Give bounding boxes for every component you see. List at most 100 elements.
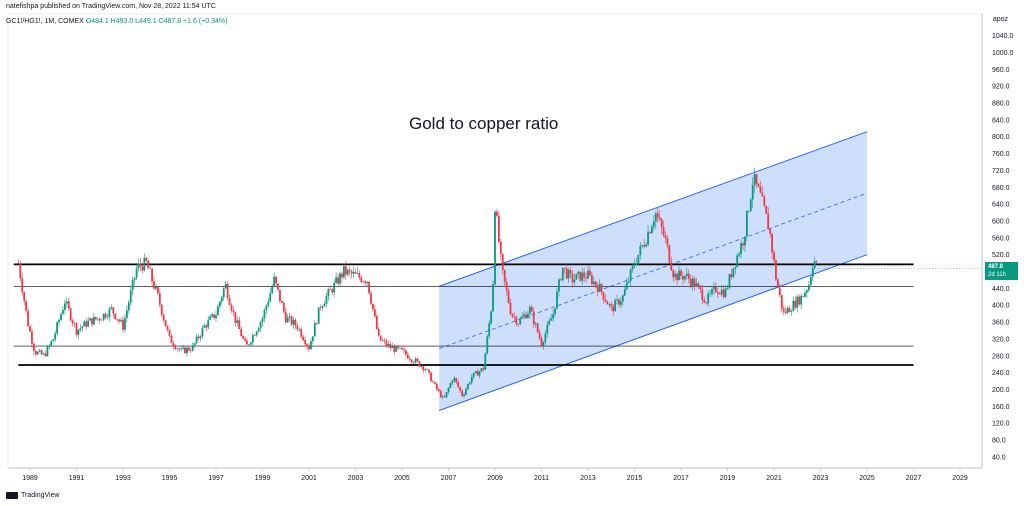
candle-body <box>594 281 597 286</box>
candle-body <box>87 320 90 327</box>
candle-body <box>290 316 293 325</box>
candle-body <box>133 277 136 280</box>
candle-body <box>682 275 684 280</box>
candle-body <box>722 289 725 298</box>
candle-body <box>83 321 86 327</box>
candle-body <box>315 323 318 324</box>
candle-body <box>676 273 679 281</box>
candle-body <box>577 271 580 274</box>
candle-body <box>606 301 609 305</box>
candle-body <box>158 293 161 305</box>
x-tick-label: 2029 <box>952 475 968 482</box>
candle-body <box>236 320 239 323</box>
symbol-legend[interactable]: GC1!/HG1!, 1M, COMEX O484.1 H493.0 L449.… <box>6 18 227 25</box>
candle-body <box>335 277 338 283</box>
candle-body <box>234 312 237 323</box>
candle-body <box>693 278 696 287</box>
candle-body <box>501 254 504 271</box>
candle-body <box>213 314 215 319</box>
candle-body <box>48 345 51 347</box>
y-tick-label: 1040.0 <box>992 33 1014 40</box>
candle-body <box>435 383 438 390</box>
candle-body <box>155 286 157 289</box>
candle-body <box>468 382 471 385</box>
candle-body <box>122 319 124 330</box>
candle-body <box>484 353 487 370</box>
candle-body <box>497 215 500 242</box>
candle-body <box>269 293 272 302</box>
candle-body <box>209 316 212 320</box>
candle-body <box>790 310 793 312</box>
candle-body <box>530 307 533 312</box>
candle-body <box>67 301 70 309</box>
candle-body <box>242 336 245 339</box>
candle-body <box>616 299 618 301</box>
candle-body <box>106 317 109 318</box>
candle-body <box>432 381 434 383</box>
candle-body <box>416 358 419 362</box>
candle-body <box>565 268 568 279</box>
x-tick-label: 1993 <box>115 475 131 482</box>
candle-body <box>590 274 593 285</box>
candle-body <box>765 205 768 214</box>
candle-body <box>596 285 599 292</box>
y-tick-label: 120.0 <box>992 421 1010 428</box>
candle-body <box>255 331 258 336</box>
candle-body <box>600 283 603 293</box>
candle-body <box>118 319 121 322</box>
candle-body <box>641 245 644 247</box>
candle-body <box>747 210 750 212</box>
candle-body <box>277 283 279 290</box>
candle-body <box>259 322 262 329</box>
candle-body <box>403 349 405 351</box>
candle-body <box>166 326 169 330</box>
candle-body <box>238 320 241 330</box>
candle-body <box>623 289 626 296</box>
candle-body <box>29 326 31 332</box>
x-tick-label: 2005 <box>394 475 410 482</box>
candle-body <box>478 371 481 376</box>
candle-body <box>740 243 742 254</box>
x-tick-label: 1989 <box>22 475 38 482</box>
candle-body <box>465 389 467 395</box>
candle-body <box>515 317 518 325</box>
y-tick-label: 400.0 <box>992 303 1010 310</box>
candle-body <box>689 278 692 286</box>
candle-body <box>77 329 80 335</box>
candle-body <box>180 348 183 350</box>
candle-body <box>738 253 741 256</box>
candle-body <box>627 281 630 283</box>
candle-body <box>327 289 330 297</box>
candle-body <box>674 273 677 278</box>
candle-body <box>796 296 799 308</box>
candle-body <box>151 268 153 282</box>
candle-body <box>792 300 795 311</box>
candle-body <box>279 289 281 302</box>
y-tick-label: 520.0 <box>992 252 1010 259</box>
candle-body <box>780 295 783 309</box>
candle-body <box>114 313 117 320</box>
candle-body <box>300 329 303 337</box>
candle-body <box>536 323 539 333</box>
candle-body <box>521 316 524 319</box>
candle-body <box>85 321 88 327</box>
candle-body <box>65 301 68 304</box>
x-tick-label: 2019 <box>720 475 736 482</box>
candle-body <box>306 344 308 346</box>
candle-body <box>728 274 731 288</box>
channel-upper-line <box>439 131 868 287</box>
candle-body <box>757 183 760 187</box>
candle-body <box>439 391 442 398</box>
candle-body <box>381 340 384 342</box>
candle-body <box>532 311 535 325</box>
candle-body <box>734 266 737 269</box>
candle-body <box>40 350 43 355</box>
candle-body <box>96 318 99 320</box>
candle-body <box>759 186 762 193</box>
candle-body <box>302 336 305 341</box>
candle-body <box>383 340 386 342</box>
candle-body <box>187 347 190 351</box>
tradingview-logo[interactable]: TradingView <box>6 492 60 499</box>
candle-body <box>116 319 119 320</box>
